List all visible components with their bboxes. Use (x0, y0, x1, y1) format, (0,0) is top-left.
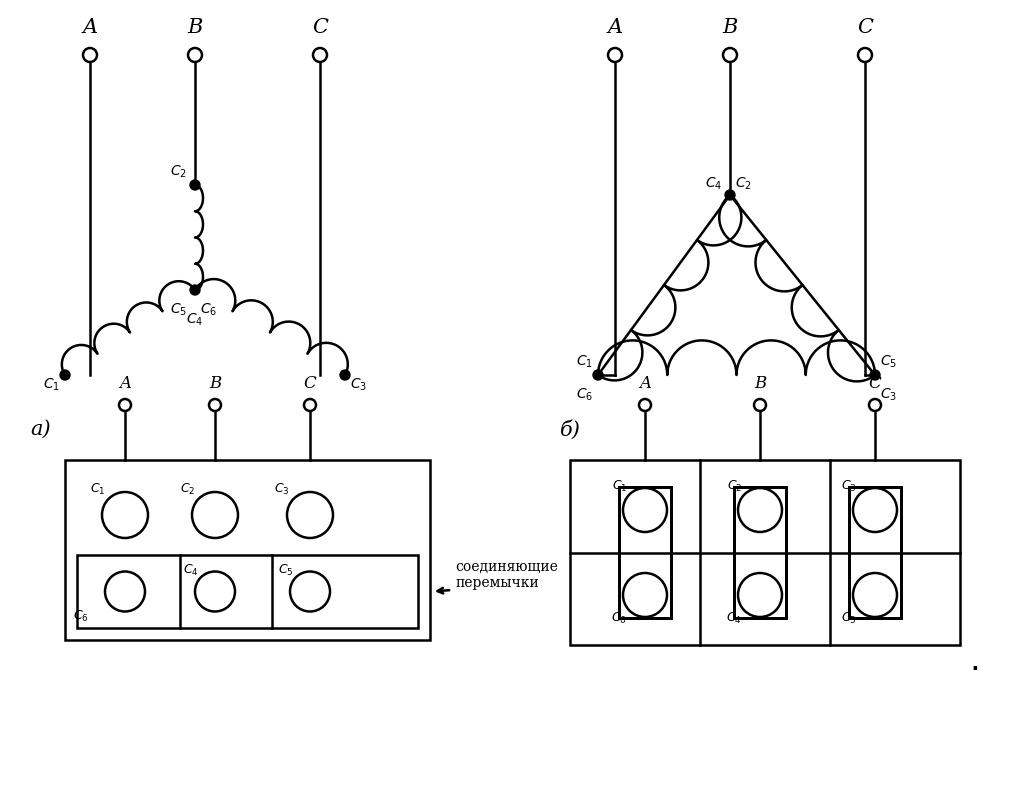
Bar (570, 460, 961, 645)
Text: $C_3$: $C_3$ (350, 377, 367, 394)
Text: $C_6$: $C_6$ (73, 609, 89, 624)
Text: $C_1$: $C_1$ (89, 482, 105, 497)
Bar (77, 555, 418, 628)
Text: б): б) (560, 420, 581, 440)
Text: $C_1$: $C_1$ (577, 353, 593, 370)
Bar (734, 487, 786, 618)
Text: .: . (970, 643, 980, 676)
Circle shape (190, 180, 200, 190)
Text: $C_4$: $C_4$ (186, 312, 204, 329)
Text: C: C (312, 18, 328, 37)
Text: $C_1$: $C_1$ (611, 479, 627, 494)
Circle shape (340, 370, 350, 380)
Text: соединяющие
перемычки: соединяющие перемычки (455, 560, 558, 590)
Circle shape (725, 190, 735, 200)
Text: $C_4$: $C_4$ (705, 176, 722, 192)
Text: $C_1$: $C_1$ (43, 377, 60, 394)
Text: A: A (639, 375, 651, 392)
Text: $C_2$: $C_2$ (170, 164, 187, 180)
Circle shape (60, 370, 70, 380)
Circle shape (870, 370, 880, 380)
Text: $C_4$: $C_4$ (183, 562, 199, 577)
Text: C: C (868, 375, 882, 392)
Text: $C_5$: $C_5$ (279, 562, 294, 577)
Text: B: B (187, 18, 203, 37)
Text: $C_6$: $C_6$ (575, 387, 593, 403)
Text: $C_6$: $C_6$ (611, 611, 627, 626)
Text: a): a) (30, 420, 50, 439)
Text: $C_3$: $C_3$ (274, 482, 290, 497)
Text: $C_5$: $C_5$ (170, 302, 187, 318)
Text: $C_5$: $C_5$ (880, 353, 897, 370)
Text: $C_5$: $C_5$ (842, 611, 857, 626)
Text: $C_2$: $C_2$ (727, 479, 742, 494)
Text: $C_6$: $C_6$ (200, 302, 217, 318)
Text: A: A (83, 18, 97, 37)
Text: $C_2$: $C_2$ (735, 176, 752, 192)
Text: C: C (304, 375, 316, 392)
Text: B: B (754, 375, 766, 392)
Bar (65, 460, 430, 640)
Bar (618, 487, 671, 618)
Circle shape (593, 370, 603, 380)
Text: C: C (857, 18, 873, 37)
Text: B: B (209, 375, 221, 392)
Text: $C_3$: $C_3$ (842, 479, 857, 494)
Circle shape (190, 285, 200, 295)
Text: B: B (722, 18, 737, 37)
Text: $C_3$: $C_3$ (880, 387, 897, 403)
Text: $C_4$: $C_4$ (726, 611, 742, 626)
Text: A: A (607, 18, 623, 37)
Text: A: A (119, 375, 131, 392)
Bar (849, 487, 901, 618)
Text: $C_2$: $C_2$ (179, 482, 195, 497)
